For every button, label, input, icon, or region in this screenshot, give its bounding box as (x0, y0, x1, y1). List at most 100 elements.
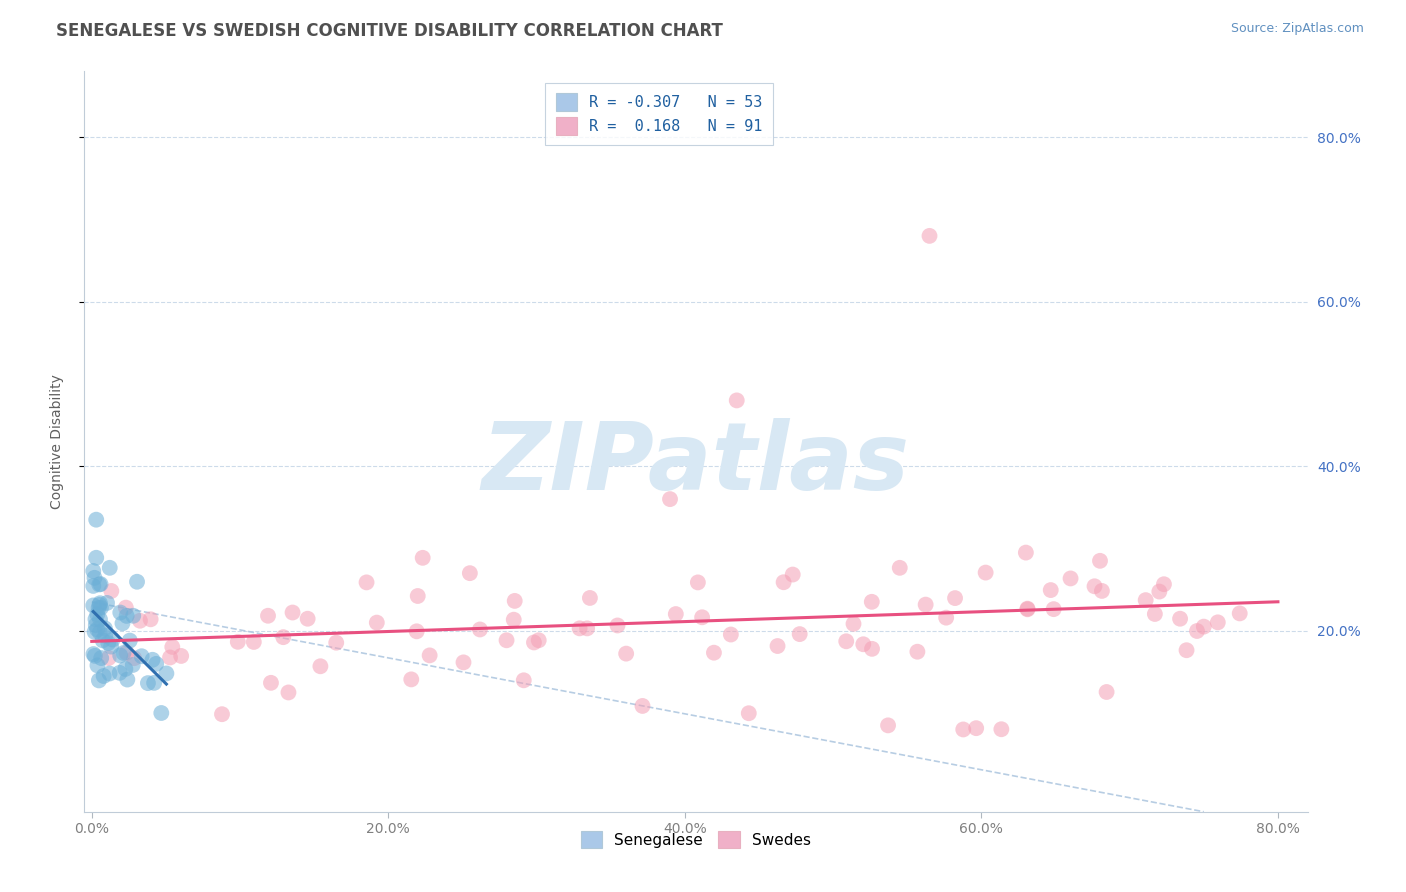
Point (260, 675, 283, 690)
Point (503, 594, 526, 608)
Point (513, 673, 536, 688)
Point (108, 665, 131, 680)
Point (82, 647, 104, 661)
Point (1168, 612, 1191, 626)
Point (631, 698, 654, 713)
Point (121, 657, 143, 672)
Point (527, 633, 550, 648)
Point (914, 598, 936, 612)
Text: SENEGALESE VS SWEDISH COGNITIVE DISABILITY CORRELATION CHART: SENEGALESE VS SWEDISH COGNITIVE DISABILI… (56, 22, 723, 40)
Point (1206, 615, 1229, 630)
Point (115, 646, 138, 660)
Point (325, 636, 347, 650)
Point (82, 564, 104, 578)
Point (1015, 546, 1038, 560)
Point (468, 623, 491, 637)
Point (860, 595, 883, 609)
Point (453, 656, 475, 670)
Point (83, 571, 105, 585)
Point (87, 601, 110, 615)
Point (686, 575, 709, 590)
Point (114, 662, 136, 676)
Point (94, 621, 117, 635)
Point (1059, 571, 1081, 585)
Point (84, 513, 107, 527)
Point (523, 635, 546, 649)
Point (835, 634, 858, 648)
Point (83, 624, 105, 639)
Point (1017, 602, 1039, 616)
Point (720, 627, 742, 641)
Point (974, 566, 997, 580)
Point (159, 650, 181, 665)
Point (877, 718, 900, 732)
Point (139, 612, 162, 626)
Point (356, 575, 378, 590)
Point (211, 707, 233, 722)
Point (614, 647, 637, 661)
Point (115, 608, 138, 623)
Point (98, 666, 121, 681)
Point (82, 599, 104, 613)
Point (495, 633, 517, 648)
Point (458, 566, 481, 581)
Point (309, 659, 332, 673)
Point (89, 625, 111, 640)
Point (1039, 583, 1062, 598)
Point (502, 613, 524, 627)
Point (90, 577, 112, 591)
Point (111, 616, 134, 631)
Point (90, 651, 112, 665)
Point (89, 596, 111, 610)
Point (766, 639, 789, 653)
Point (162, 640, 184, 654)
Text: ZIPatlas: ZIPatlas (482, 417, 910, 509)
Point (568, 621, 591, 635)
Point (89, 577, 111, 591)
Point (98, 561, 121, 575)
Point (277, 685, 299, 699)
Point (918, 228, 941, 243)
Point (82, 579, 104, 593)
Point (1091, 583, 1114, 598)
Point (1192, 619, 1215, 633)
Point (117, 673, 139, 687)
Point (150, 706, 173, 720)
Point (738, 706, 761, 721)
Point (690, 610, 713, 624)
Point (412, 550, 434, 565)
Point (257, 608, 280, 623)
Point (1185, 624, 1208, 638)
Point (789, 627, 811, 641)
Point (118, 633, 141, 648)
Point (1088, 554, 1111, 568)
Point (125, 574, 148, 589)
Point (943, 591, 966, 606)
Point (1153, 577, 1175, 591)
Point (1083, 579, 1105, 593)
Point (965, 721, 987, 735)
Point (703, 646, 725, 660)
Point (281, 606, 304, 620)
Point (1017, 601, 1039, 615)
Point (86, 658, 108, 673)
Point (1095, 685, 1118, 699)
Point (935, 610, 957, 624)
Point (87, 673, 110, 688)
Point (297, 612, 319, 626)
Point (110, 648, 132, 663)
Point (606, 618, 628, 632)
Point (141, 653, 163, 667)
Point (659, 492, 682, 507)
Point (100, 584, 122, 599)
Point (129, 614, 152, 628)
Point (145, 657, 167, 671)
Point (1143, 607, 1166, 621)
Point (84, 618, 107, 632)
Point (952, 723, 974, 737)
Point (725, 393, 748, 408)
Point (1135, 593, 1157, 607)
Point (366, 615, 388, 630)
Point (97, 651, 120, 665)
Point (84, 612, 107, 626)
